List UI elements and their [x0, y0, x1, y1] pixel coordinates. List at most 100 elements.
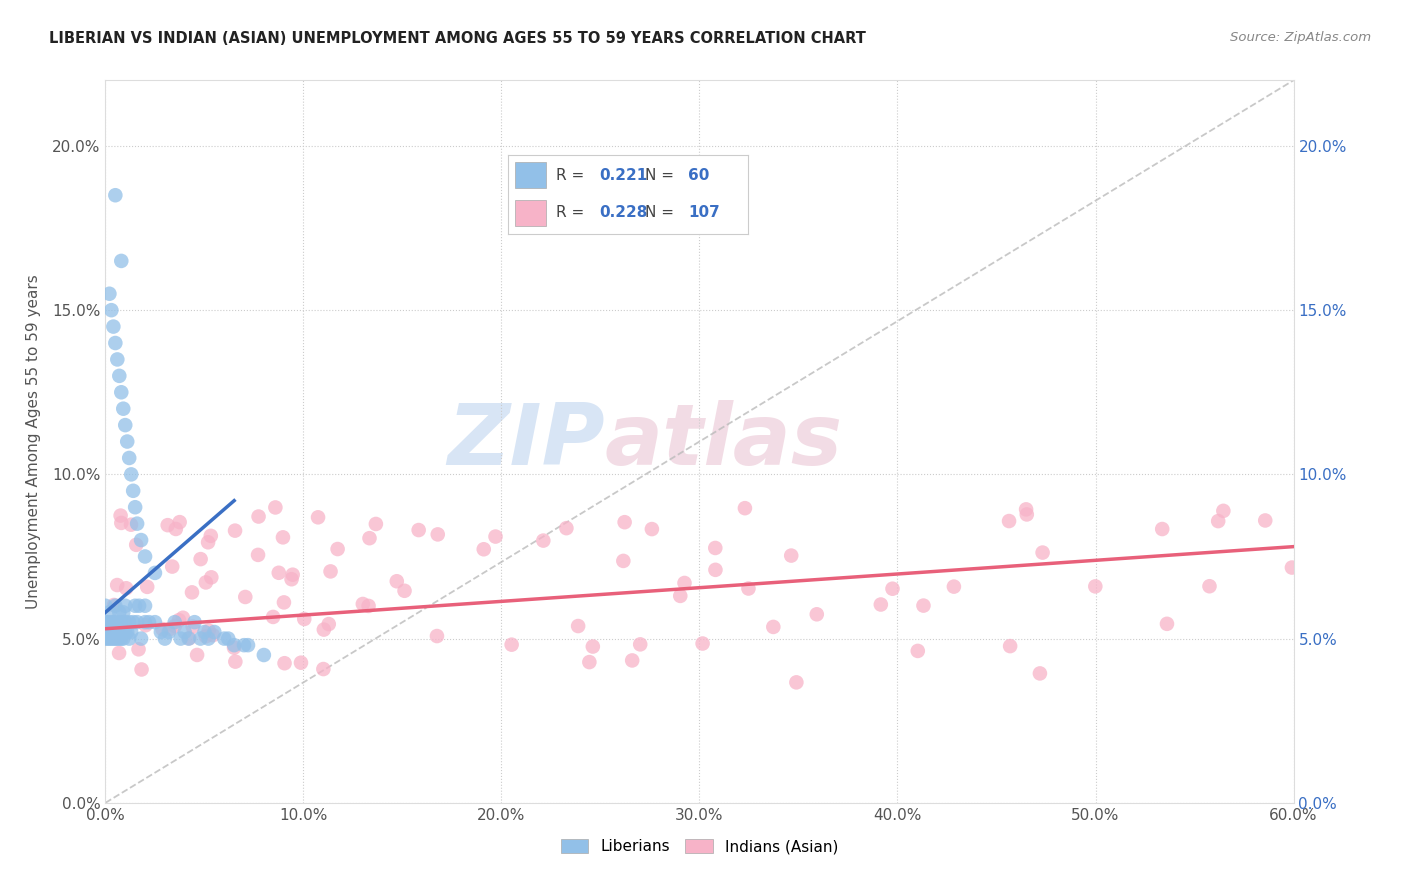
Point — [1198, 579, 1220, 593]
Point — [134, 615, 156, 630]
Point — [129, 533, 152, 547]
Point — [165, 522, 187, 536]
Point — [103, 625, 125, 640]
Point — [233, 638, 256, 652]
Point — [104, 599, 127, 613]
Point — [281, 567, 304, 582]
Point — [134, 599, 156, 613]
Point — [112, 632, 135, 646]
Point — [641, 522, 664, 536]
Point — [100, 625, 122, 640]
Point — [103, 632, 125, 646]
Point — [105, 352, 128, 367]
Point — [160, 559, 183, 574]
Point — [127, 615, 149, 630]
Point — [262, 610, 284, 624]
Point — [103, 615, 125, 630]
Point — [100, 303, 122, 318]
Point — [138, 615, 160, 630]
Point — [426, 527, 449, 541]
Point — [236, 638, 259, 652]
Point — [110, 516, 132, 530]
Text: LIBERIAN VS INDIAN (ASIAN) UNEMPLOYMENT AMONG AGES 55 TO 59 YEARS CORRELATION CH: LIBERIAN VS INDIAN (ASIAN) UNEMPLOYMENT … — [49, 31, 866, 46]
Point — [472, 542, 495, 557]
Point — [267, 566, 290, 580]
Point — [153, 632, 176, 646]
Point — [704, 563, 727, 577]
Point — [359, 531, 381, 545]
Point — [163, 615, 186, 630]
Bar — [515, 162, 547, 188]
Point — [280, 572, 302, 586]
Point — [108, 625, 131, 640]
Point — [118, 615, 141, 630]
Point — [197, 624, 219, 638]
Point — [143, 615, 166, 630]
Point — [273, 595, 295, 609]
Point — [567, 619, 589, 633]
Point — [271, 530, 294, 544]
Point — [96, 615, 118, 630]
Point — [104, 336, 127, 351]
Point — [531, 533, 554, 548]
Text: N =: N = — [645, 169, 679, 183]
Point — [224, 524, 246, 538]
Point — [136, 580, 159, 594]
Point — [131, 663, 153, 677]
Point — [273, 657, 295, 671]
Point — [264, 500, 287, 515]
Point — [352, 597, 374, 611]
Point — [172, 611, 194, 625]
Point — [737, 582, 759, 596]
Point — [156, 518, 179, 533]
Point — [103, 319, 125, 334]
Point — [621, 653, 644, 667]
Point — [157, 625, 180, 640]
Point — [1212, 504, 1234, 518]
Point — [120, 467, 142, 482]
Point — [177, 632, 200, 646]
Point — [197, 535, 219, 549]
Point — [94, 632, 117, 646]
Point — [426, 629, 449, 643]
Point — [112, 401, 135, 416]
Point — [806, 607, 828, 622]
Text: R =: R = — [555, 169, 589, 183]
Point — [104, 632, 127, 646]
Point — [194, 629, 217, 643]
Point — [108, 646, 131, 660]
Point — [318, 617, 340, 632]
Point — [163, 619, 186, 633]
Point — [290, 656, 312, 670]
Point — [98, 286, 121, 301]
Point — [882, 582, 904, 596]
Point — [108, 368, 131, 383]
Point — [780, 549, 803, 563]
Point — [247, 509, 270, 524]
Point — [312, 662, 335, 676]
Y-axis label: Unemployment Among Ages 55 to 59 years: Unemployment Among Ages 55 to 59 years — [27, 274, 41, 609]
Point — [114, 599, 136, 613]
Point — [181, 619, 204, 633]
Point — [143, 566, 166, 580]
Point — [110, 508, 132, 523]
Point — [1029, 666, 1052, 681]
Point — [612, 554, 634, 568]
Point — [942, 580, 965, 594]
Point — [1156, 616, 1178, 631]
Text: ZIP: ZIP — [447, 400, 605, 483]
Point — [501, 638, 523, 652]
Point — [104, 188, 127, 202]
Bar — [515, 200, 547, 227]
Text: 0.228: 0.228 — [599, 205, 648, 220]
Text: 60: 60 — [688, 169, 709, 183]
Point — [912, 599, 935, 613]
Point — [194, 575, 217, 590]
Point — [181, 585, 204, 599]
Text: R =: R = — [555, 205, 589, 220]
Point — [183, 615, 205, 630]
Point — [124, 599, 146, 613]
Point — [129, 632, 152, 646]
Point — [114, 625, 136, 640]
Point — [484, 530, 506, 544]
